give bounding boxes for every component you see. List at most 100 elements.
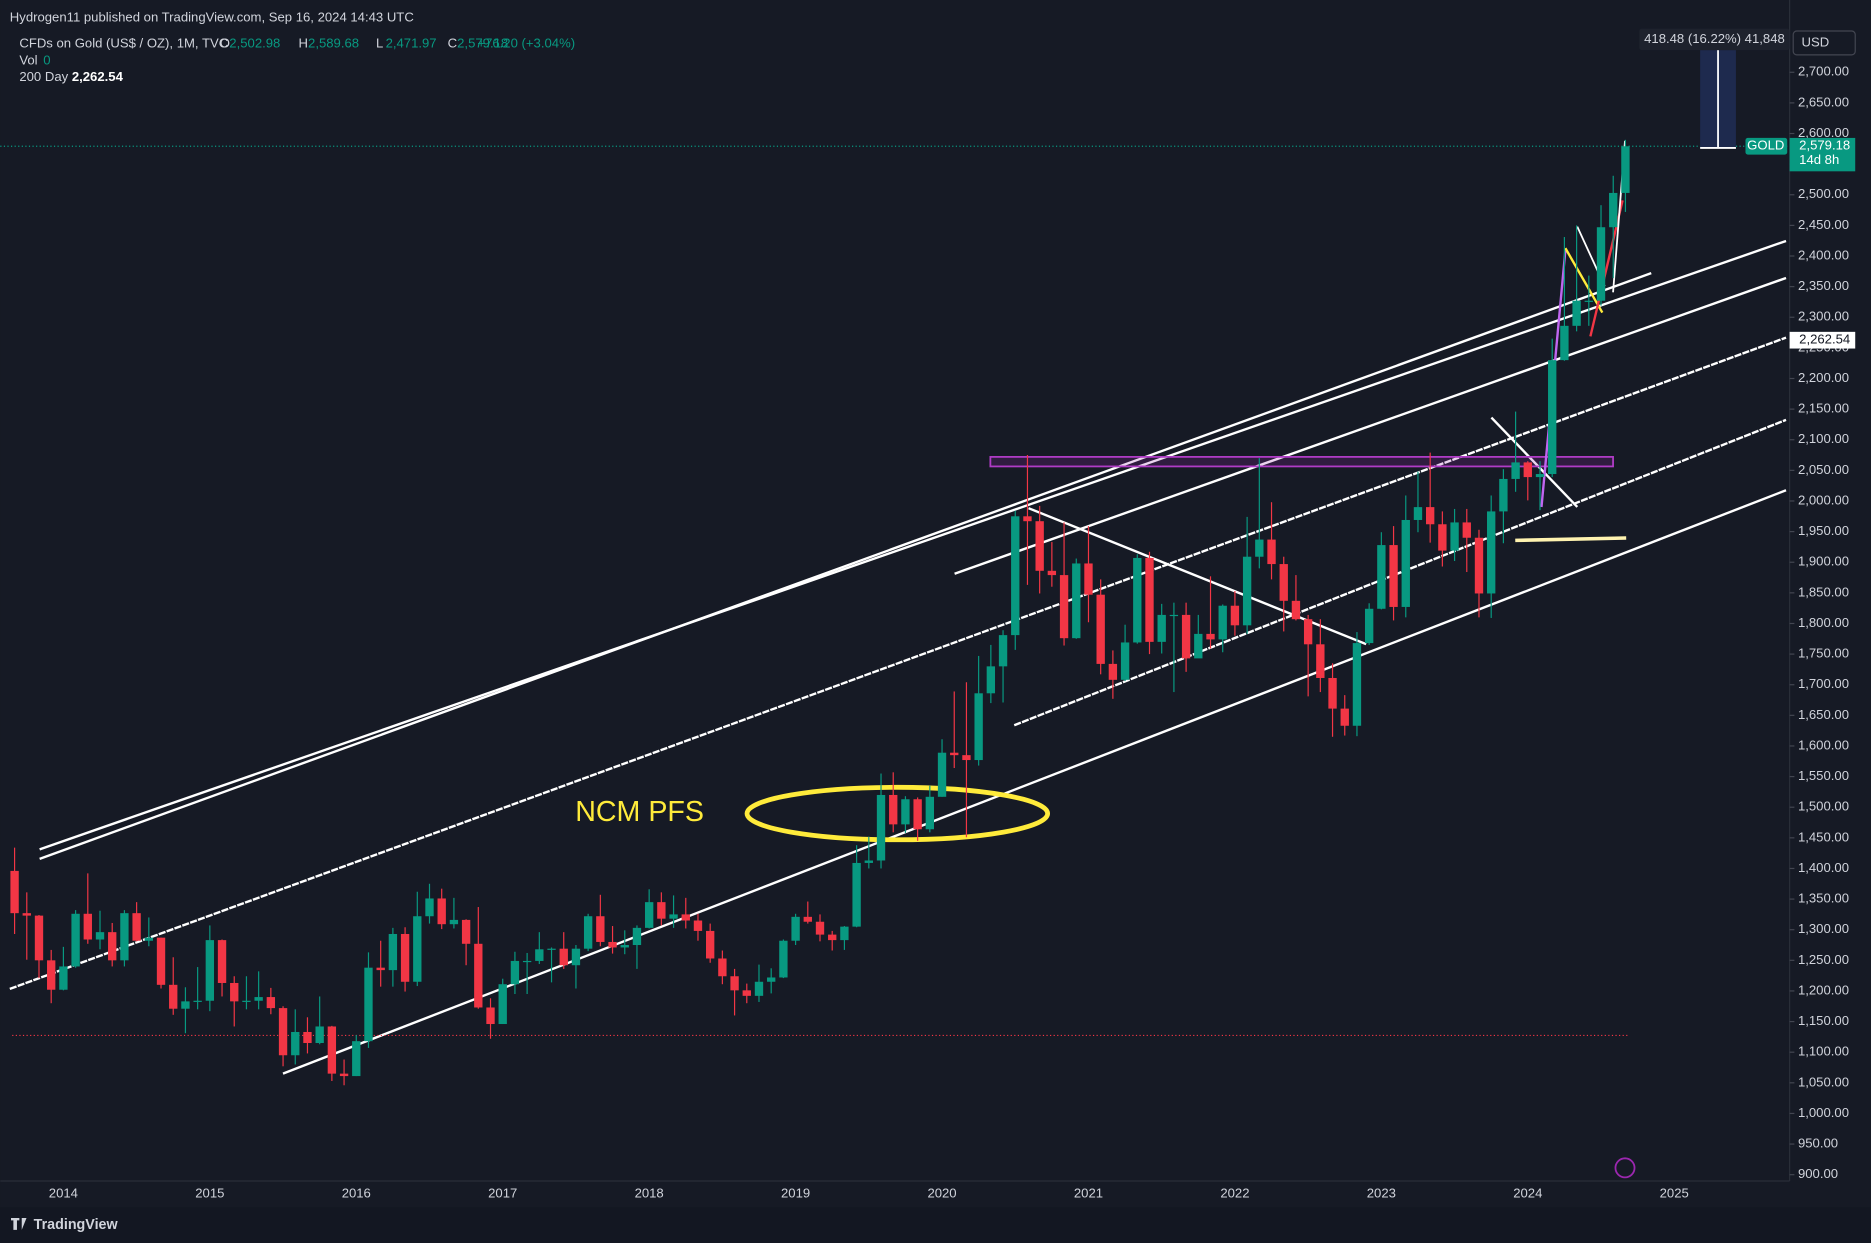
y-tick-label: 1,400.00 (1798, 860, 1849, 875)
candle-body (1157, 614, 1166, 642)
price-label: 2,579.18 (1799, 138, 1850, 153)
x-tick-label: 2025 (1660, 1186, 1689, 1201)
candle-body (608, 941, 617, 948)
trend-line (39, 272, 1652, 861)
candle-body (1596, 227, 1606, 301)
ohlc-value: 2,471.97 (386, 36, 437, 51)
candle-body (742, 990, 751, 996)
candle-body (217, 940, 227, 983)
trend-line (39, 239, 1787, 851)
currency-button[interactable] (1792, 30, 1856, 56)
candle-body (1255, 539, 1264, 557)
candle-body (852, 862, 861, 927)
candle-body (510, 960, 520, 985)
candle-body (1133, 557, 1142, 643)
candle-body (278, 1008, 288, 1056)
candle-body (730, 976, 739, 991)
x-tick-label: 2022 (1220, 1186, 1249, 1201)
ohlc-value: 2,579.18 (457, 36, 508, 51)
currency-label[interactable]: USD (1802, 34, 1830, 49)
candle-body (1438, 524, 1447, 551)
trend-line (1564, 247, 1604, 314)
volume-value: 0 (43, 52, 50, 67)
candle-body (864, 860, 873, 863)
candle-body (1487, 511, 1496, 594)
candle-body (937, 752, 947, 797)
candle-body (303, 1031, 312, 1044)
x-tick-label: 2023 (1367, 1186, 1396, 1201)
candle-body (535, 949, 544, 961)
y-tick-label: 1,300.00 (1798, 921, 1849, 936)
highlight-ellipse (744, 784, 1051, 843)
candle-body (1011, 516, 1020, 636)
candle-body (1047, 570, 1057, 576)
trend-line (1013, 418, 1787, 727)
candle-body (474, 943, 483, 1008)
trend-line (1515, 536, 1627, 543)
annotation: NCM PFS (575, 796, 704, 828)
candle-body (169, 984, 178, 1009)
measure-label: 418.48 (16.22%) 41,848 (1644, 31, 1785, 46)
candle-body (1267, 539, 1276, 565)
y-tick-label: 1,200.00 (1798, 982, 1849, 997)
x-tick-label: 2015 (195, 1186, 224, 1201)
indicator-value: 2,262.54 (72, 69, 124, 84)
candle-body (1584, 300, 1593, 302)
candle-body (1413, 507, 1423, 520)
y-tick-label: 2,000.00 (1798, 492, 1849, 507)
candle-body (425, 898, 434, 917)
y-tick-label: 2,700.00 (1798, 64, 1849, 79)
y-tick-label: 1,150.00 (1798, 1013, 1849, 1028)
candle-body (559, 948, 568, 966)
chart-title: CFDs on Gold (US$ / OZ), 1M, TVC (19, 36, 228, 51)
candle-body (1328, 677, 1337, 709)
candle-body (1535, 474, 1545, 478)
candle-body (754, 981, 764, 996)
ohlc-key: O (220, 36, 230, 51)
measure-box (1639, 28, 1790, 51)
candle-body (620, 945, 629, 948)
candle-body (413, 916, 422, 982)
y-tick-label: 1,000.00 (1798, 1105, 1849, 1120)
candle-body (1572, 300, 1581, 326)
y-tick-label: 1,750.00 (1798, 646, 1849, 661)
candle-body (1145, 557, 1154, 642)
publisher: Hydrogen11 published on TradingView.com,… (10, 9, 414, 24)
candle-body (657, 902, 666, 919)
candle-body (1181, 614, 1191, 659)
ohlc-key: L (376, 36, 383, 51)
alert-icon[interactable] (1614, 1157, 1636, 1179)
candle-body (705, 930, 715, 959)
drawings (9, 140, 1787, 1179)
y-tick-label: 1,600.00 (1798, 737, 1849, 752)
change: +76.20 (+3.04%) (477, 36, 575, 51)
y-tick-label: 1,350.00 (1798, 891, 1849, 906)
trend-line (282, 489, 1787, 1075)
candle-body (1340, 708, 1349, 726)
candle-body (1609, 192, 1618, 228)
candle-body (803, 916, 812, 922)
candle-body (449, 919, 459, 925)
candle-body (632, 927, 642, 946)
candle-body (876, 794, 886, 861)
candle-body (1023, 516, 1032, 522)
candle-body (1218, 605, 1227, 640)
x-tick-label: 2014 (49, 1186, 78, 1201)
ohlc-key: C (448, 36, 457, 51)
x-tick-label: 2024 (1513, 1186, 1542, 1201)
candle-body (254, 997, 263, 1001)
candle-body (34, 915, 44, 961)
candle-body (1096, 594, 1105, 664)
candle-body (437, 898, 446, 925)
y-tick-label: 1,100.00 (1798, 1044, 1849, 1059)
candle-body (1316, 644, 1325, 678)
y-tick-label: 1,650.00 (1798, 707, 1849, 722)
y-tick-label: 1,800.00 (1798, 615, 1849, 630)
candle-body (144, 937, 153, 941)
trend-line (9, 336, 1787, 991)
candle-body (1377, 545, 1386, 609)
candle-body (1035, 521, 1044, 571)
candle-body (230, 982, 239, 1002)
candle-body (1499, 478, 1508, 512)
